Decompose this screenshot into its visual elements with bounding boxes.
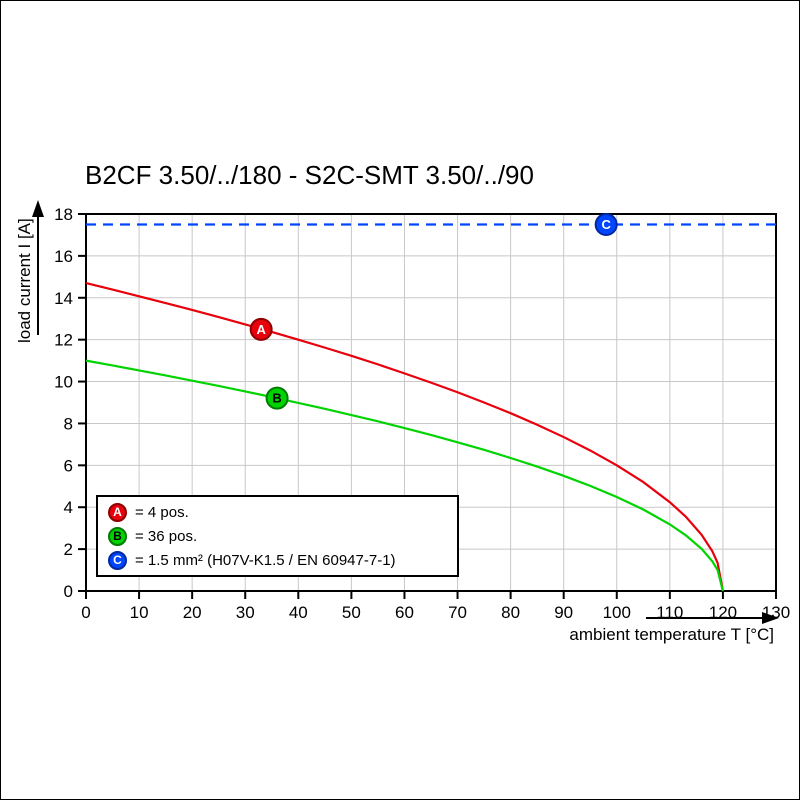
x-tick-label: 20 xyxy=(183,603,202,622)
legend-marker-a: A xyxy=(108,502,127,522)
chart-title: B2CF 3.50/../180 - S2C-SMT 3.50/../90 xyxy=(85,160,534,190)
y-tick-label: 2 xyxy=(64,540,73,559)
curve-marker-c xyxy=(594,212,618,236)
legend-label-c: = 1.5 mm² (H07V-K1.5 / EN 60947-7-1) xyxy=(135,551,396,569)
legend-marker-c: C xyxy=(108,550,127,570)
curve-marker-letter-b: B xyxy=(272,391,281,406)
x-tick-label: 0 xyxy=(81,603,90,622)
y-tick-label: 16 xyxy=(54,247,73,266)
x-tick-label: 10 xyxy=(130,603,149,622)
y-tick-label: 0 xyxy=(64,582,73,601)
curve-a xyxy=(85,282,725,592)
legend-label-a: = 4 pos. xyxy=(135,503,189,521)
y-tick-label: 18 xyxy=(54,205,73,224)
curve-marker-a xyxy=(249,317,273,341)
x-tick-label: 120 xyxy=(709,603,737,622)
y-tick-label: 14 xyxy=(54,289,73,308)
legend-item-b: B = 36 pos. xyxy=(108,526,457,546)
y-tick-label: 8 xyxy=(64,414,73,433)
x-tick-label: 90 xyxy=(554,603,573,622)
legend-item-a: A = 4 pos. xyxy=(108,502,457,522)
y-tick-label: 10 xyxy=(54,373,73,392)
x-tick-label: 60 xyxy=(395,603,414,622)
x-tick-label: 100 xyxy=(603,603,631,622)
curve-marker-letter-a: A xyxy=(256,322,266,337)
legend-item-c: C = 1.5 mm² (H07V-K1.5 / EN 60947-7-1) xyxy=(108,550,457,570)
y-axis-arrowhead-icon xyxy=(32,200,44,217)
x-tick-label: 70 xyxy=(448,603,467,622)
curve-b xyxy=(85,359,724,592)
legend-label-b: = 36 pos. xyxy=(135,527,198,545)
x-tick-label: 110 xyxy=(656,603,683,622)
x-axis-arrowhead-icon xyxy=(762,612,779,624)
y-tick-label: 6 xyxy=(64,456,73,475)
x-axis-label: ambient temperature T [°C] xyxy=(569,625,774,644)
x-tick-label: 30 xyxy=(236,603,255,622)
y-tick-label: 12 xyxy=(54,331,73,350)
x-tick-label: 80 xyxy=(501,603,520,622)
y-axis-label: load current I [A] xyxy=(15,218,34,343)
y-tick-label: 4 xyxy=(64,498,73,517)
x-tick-label: 40 xyxy=(289,603,308,622)
curve-marker-letter-c: C xyxy=(601,217,611,232)
x-tick-label: 50 xyxy=(342,603,361,622)
curve-marker-b xyxy=(265,386,289,410)
legend-marker-b: B xyxy=(108,526,127,546)
legend: A = 4 pos. B = 36 pos. C = 1.5 mm² (H07V… xyxy=(96,495,459,577)
plot-frame xyxy=(85,213,777,592)
